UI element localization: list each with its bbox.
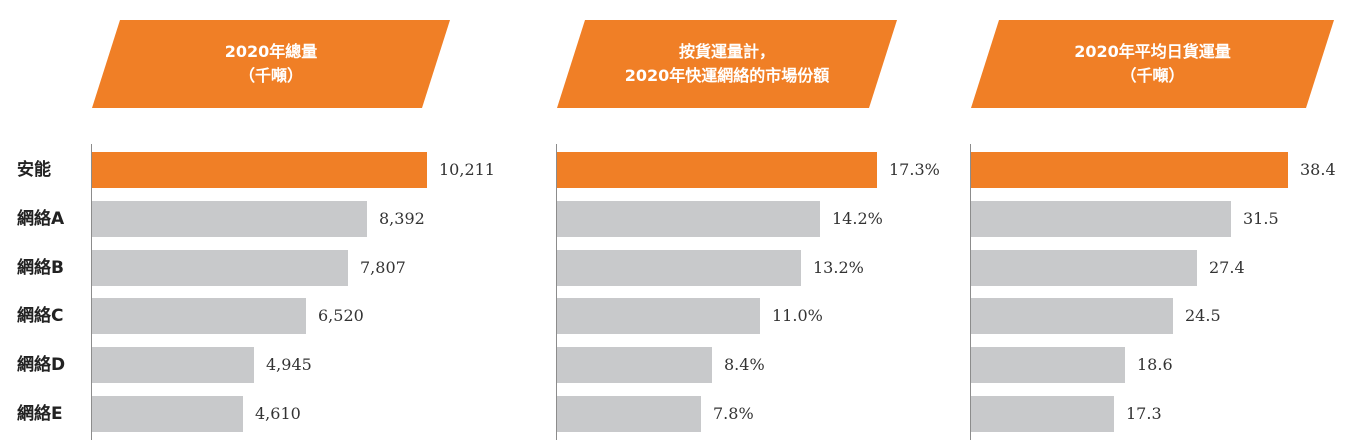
category-label: 網絡C xyxy=(17,306,64,326)
banner-shape xyxy=(92,20,450,108)
chart-title-line: （千噸） xyxy=(238,66,303,85)
data-label: 11.0% xyxy=(772,306,823,325)
bar xyxy=(971,298,1173,334)
category-label: 網絡E xyxy=(17,404,63,424)
data-label: 31.5 xyxy=(1243,209,1279,228)
data-label: 7.8% xyxy=(713,404,754,423)
title-banner xyxy=(557,20,897,108)
banner-shape xyxy=(557,20,897,108)
data-label: 4,945 xyxy=(266,355,312,374)
bar-highlight xyxy=(557,152,877,188)
chart-title: 2020年平均日貨運量 （千噸） xyxy=(971,20,1334,108)
bar xyxy=(971,347,1125,383)
banner-shape xyxy=(971,20,1334,108)
data-label: 8,392 xyxy=(379,209,425,228)
title-banner xyxy=(971,20,1334,108)
bar-highlight xyxy=(92,152,427,188)
data-label: 27.4 xyxy=(1209,258,1245,277)
bar xyxy=(557,396,701,432)
data-label: 38.4 xyxy=(1300,160,1336,179)
bar xyxy=(92,298,306,334)
data-label: 13.2% xyxy=(813,258,864,277)
chart-title: 按貨運量計， 2020年快運網絡的市場份額 xyxy=(557,20,897,108)
chart-title: 2020年總量 （千噸） xyxy=(92,20,450,108)
category-label: 網絡A xyxy=(17,209,65,229)
bar xyxy=(557,298,760,334)
data-label: 14.2% xyxy=(832,209,883,228)
data-label: 24.5 xyxy=(1185,306,1221,325)
bar xyxy=(92,250,348,286)
data-label: 17.3 xyxy=(1126,404,1162,423)
y-axis-line xyxy=(970,144,971,440)
title-banner xyxy=(92,20,450,108)
chart-title-line: 2020年總量 xyxy=(224,42,318,61)
chart-title-line: 2020年快運網絡的市場份額 xyxy=(624,66,830,85)
y-axis-line xyxy=(91,144,92,440)
bar xyxy=(92,396,243,432)
data-label: 4,610 xyxy=(255,404,301,423)
chart-title-line: 2020年平均日貨運量 xyxy=(1074,42,1231,61)
chart-title-line: （千噸） xyxy=(1120,66,1185,85)
bar xyxy=(557,201,820,237)
data-label: 10,211 xyxy=(439,160,495,179)
data-label: 6,520 xyxy=(318,306,364,325)
bar xyxy=(92,201,367,237)
bar xyxy=(557,347,712,383)
bar xyxy=(971,250,1197,286)
category-label: 網絡D xyxy=(17,355,66,375)
category-label: 安能 xyxy=(17,160,51,180)
data-label: 8.4% xyxy=(724,355,765,374)
bar xyxy=(92,347,254,383)
bar xyxy=(971,201,1231,237)
bar xyxy=(557,250,801,286)
data-label: 17.3% xyxy=(889,160,940,179)
bar xyxy=(971,396,1114,432)
category-label: 網絡B xyxy=(17,258,64,278)
data-label: 7,807 xyxy=(360,258,406,277)
chart-title-line: 按貨運量計， xyxy=(678,42,775,61)
bar-highlight xyxy=(971,152,1288,188)
y-axis-line xyxy=(556,144,557,440)
data-label: 18.6 xyxy=(1137,355,1173,374)
